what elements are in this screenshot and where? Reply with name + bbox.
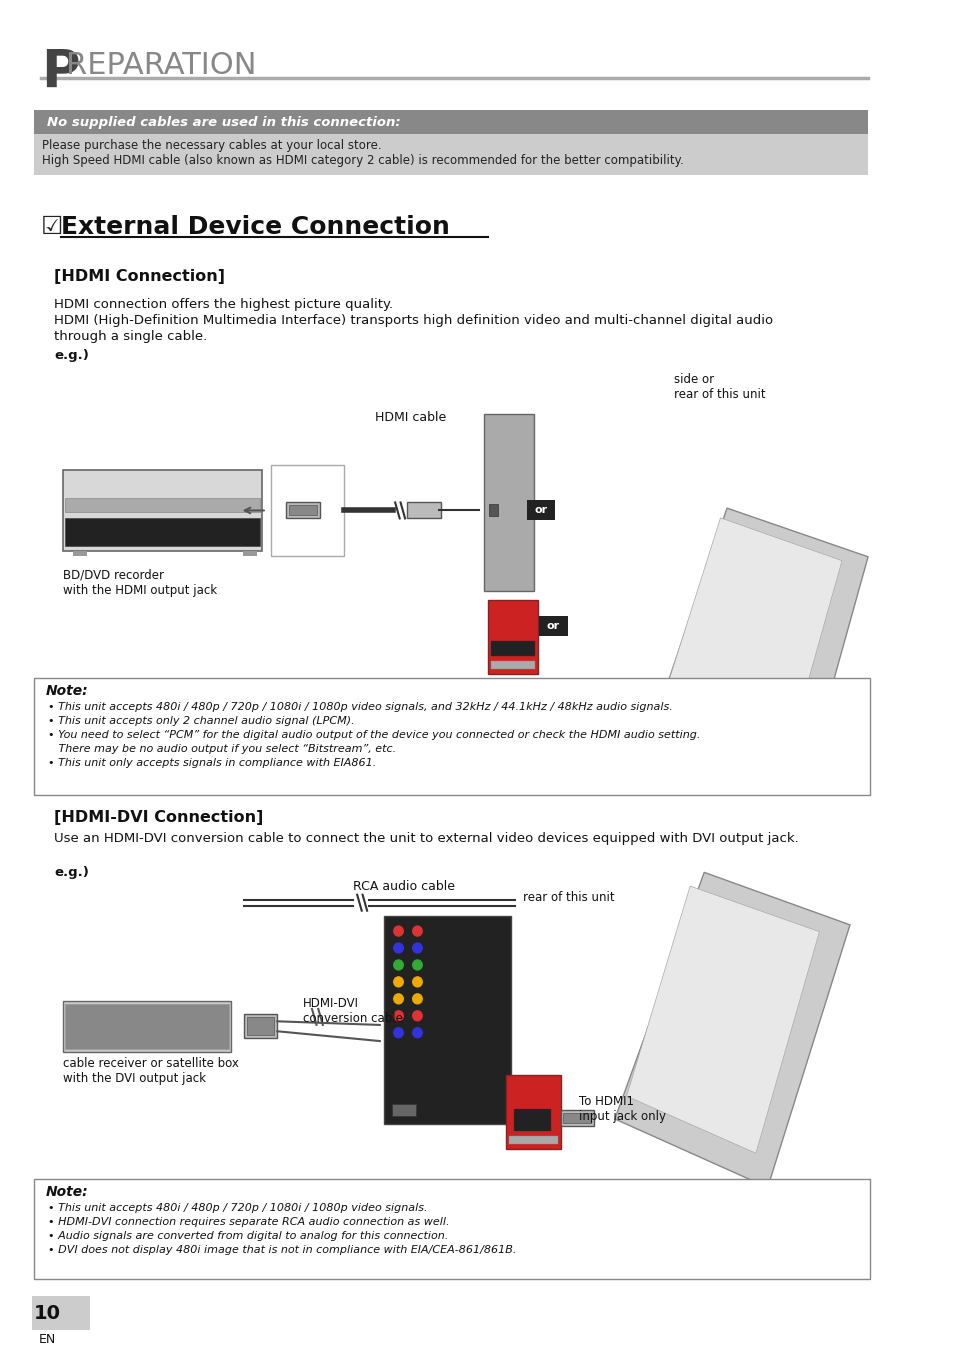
Bar (491, 642, 535, 656)
Circle shape (394, 977, 403, 987)
Bar (392, 1104, 416, 1116)
Bar (63, 1000, 231, 1051)
Bar (506, 1074, 560, 1148)
Bar (514, 1108, 551, 1131)
Polygon shape (650, 508, 867, 790)
Text: BD/DVD recorder
with the HDMI output jack: BD/DVD recorder with the HDMI output jac… (63, 569, 217, 597)
Bar (563, 1112, 590, 1123)
Text: rear of this unit: rear of this unit (522, 891, 615, 903)
Circle shape (413, 926, 422, 936)
Text: REPARATION: REPARATION (66, 51, 256, 80)
Bar (65, 497, 260, 512)
Circle shape (394, 1027, 403, 1038)
Circle shape (413, 960, 422, 971)
Circle shape (413, 993, 422, 1004)
Text: P: P (41, 47, 79, 98)
Circle shape (413, 1027, 422, 1038)
Text: or: or (534, 506, 547, 515)
Circle shape (394, 960, 403, 971)
Text: HDMI (High-Definition Multimedia Interface) transports high definition video and: HDMI (High-Definition Multimedia Interfa… (54, 314, 773, 328)
Text: No supplied cables are used in this connection:: No supplied cables are used in this conn… (47, 116, 400, 129)
Circle shape (394, 944, 403, 953)
Bar (488, 600, 537, 674)
Text: Use an HDMI-DVI conversion cable to connect the unit to external video devices e: Use an HDMI-DVI conversion cable to conn… (54, 832, 799, 845)
Text: • HDMI-DVI connection requires separate RCA audio connection as well.: • HDMI-DVI connection requires separate … (48, 1217, 449, 1227)
Bar (407, 503, 440, 519)
Circle shape (394, 926, 403, 936)
Text: 10: 10 (33, 1305, 60, 1324)
Text: There may be no audio output if you select “Bitstream”, etc.: There may be no audio output if you sele… (48, 744, 395, 754)
Circle shape (394, 1011, 403, 1020)
Polygon shape (661, 518, 841, 762)
Polygon shape (615, 872, 849, 1188)
Bar (286, 503, 319, 519)
Text: e.g.): e.g.) (54, 867, 89, 879)
Text: ☑: ☑ (41, 214, 71, 239)
Text: EN: EN (38, 1333, 55, 1345)
Bar (289, 506, 316, 515)
Text: [HDMI-DVI Connection]: [HDMI-DVI Connection] (54, 810, 263, 825)
Text: HDMI-DVI
conversion cable: HDMI-DVI conversion cable (303, 996, 402, 1024)
Text: or: or (546, 621, 559, 631)
Bar (271, 465, 343, 555)
Text: • DVI does not display 480i image that is not in compliance with EIA/CEA-861/861: • DVI does not display 480i image that i… (48, 1246, 516, 1255)
Bar (65, 518, 260, 546)
Bar (243, 551, 257, 555)
Bar (34, 1180, 869, 1279)
Bar (65, 1004, 229, 1049)
Text: • You need to select “PCM” for the digital audio output of the device you connec: • You need to select “PCM” for the digit… (48, 731, 700, 740)
Text: RCA audio cable: RCA audio cable (353, 880, 455, 892)
FancyBboxPatch shape (34, 111, 867, 135)
Bar (483, 414, 533, 590)
Bar (526, 500, 555, 520)
Bar (509, 1135, 558, 1143)
Text: • Audio signals are converted from digital to analog for this connection.: • Audio signals are converted from digit… (48, 1231, 448, 1242)
Text: • This unit accepts 480i / 480p / 720p / 1080i / 1080p video signals, and 32kHz : • This unit accepts 480i / 480p / 720p /… (48, 702, 672, 712)
Text: HDMI connection offers the highest picture quality.: HDMI connection offers the highest pictu… (54, 298, 393, 311)
Text: side or
rear of this unit: side or rear of this unit (673, 373, 764, 402)
Text: through a single cable.: through a single cable. (54, 330, 208, 344)
Text: • This unit accepts 480i / 480p / 720p / 1080i / 1080p video signals.: • This unit accepts 480i / 480p / 720p /… (48, 1204, 427, 1213)
Bar (560, 1109, 593, 1126)
Bar (244, 1014, 277, 1038)
Text: Please purchase the necessary cables at your local store.: Please purchase the necessary cables at … (43, 139, 382, 152)
Text: • This unit accepts only 2 channel audio signal (LPCM).: • This unit accepts only 2 channel audio… (48, 716, 355, 727)
Polygon shape (626, 886, 819, 1154)
Bar (538, 616, 567, 636)
Circle shape (413, 977, 422, 987)
Bar (491, 662, 535, 670)
Bar (63, 470, 262, 551)
Text: HDMI cable: HDMI cable (375, 411, 446, 425)
Circle shape (413, 944, 422, 953)
Bar (34, 678, 869, 795)
Text: Note:: Note: (45, 685, 88, 698)
FancyBboxPatch shape (31, 1297, 91, 1330)
Text: External Device Connection: External Device Connection (61, 214, 450, 239)
Text: High Speed HDMI cable (also known as HDMI category 2 cable) is recommended for t: High Speed HDMI cable (also known as HDM… (43, 154, 683, 167)
Text: e.g.): e.g.) (54, 349, 89, 363)
Bar (247, 1018, 274, 1035)
Bar (72, 551, 87, 555)
FancyBboxPatch shape (34, 135, 867, 175)
Text: [HDMI Connection]: [HDMI Connection] (54, 268, 225, 283)
Circle shape (413, 1011, 422, 1020)
Text: Note:: Note: (45, 1185, 88, 1200)
Bar (488, 504, 497, 516)
Text: cable receiver or satellite box
with the DVI output jack: cable receiver or satellite box with the… (63, 1057, 239, 1085)
Circle shape (394, 993, 403, 1004)
Text: • This unit only accepts signals in compliance with EIA861.: • This unit only accepts signals in comp… (48, 758, 375, 768)
Bar (384, 917, 511, 1124)
Text: To HDMI1
input jack only: To HDMI1 input jack only (578, 1095, 665, 1123)
